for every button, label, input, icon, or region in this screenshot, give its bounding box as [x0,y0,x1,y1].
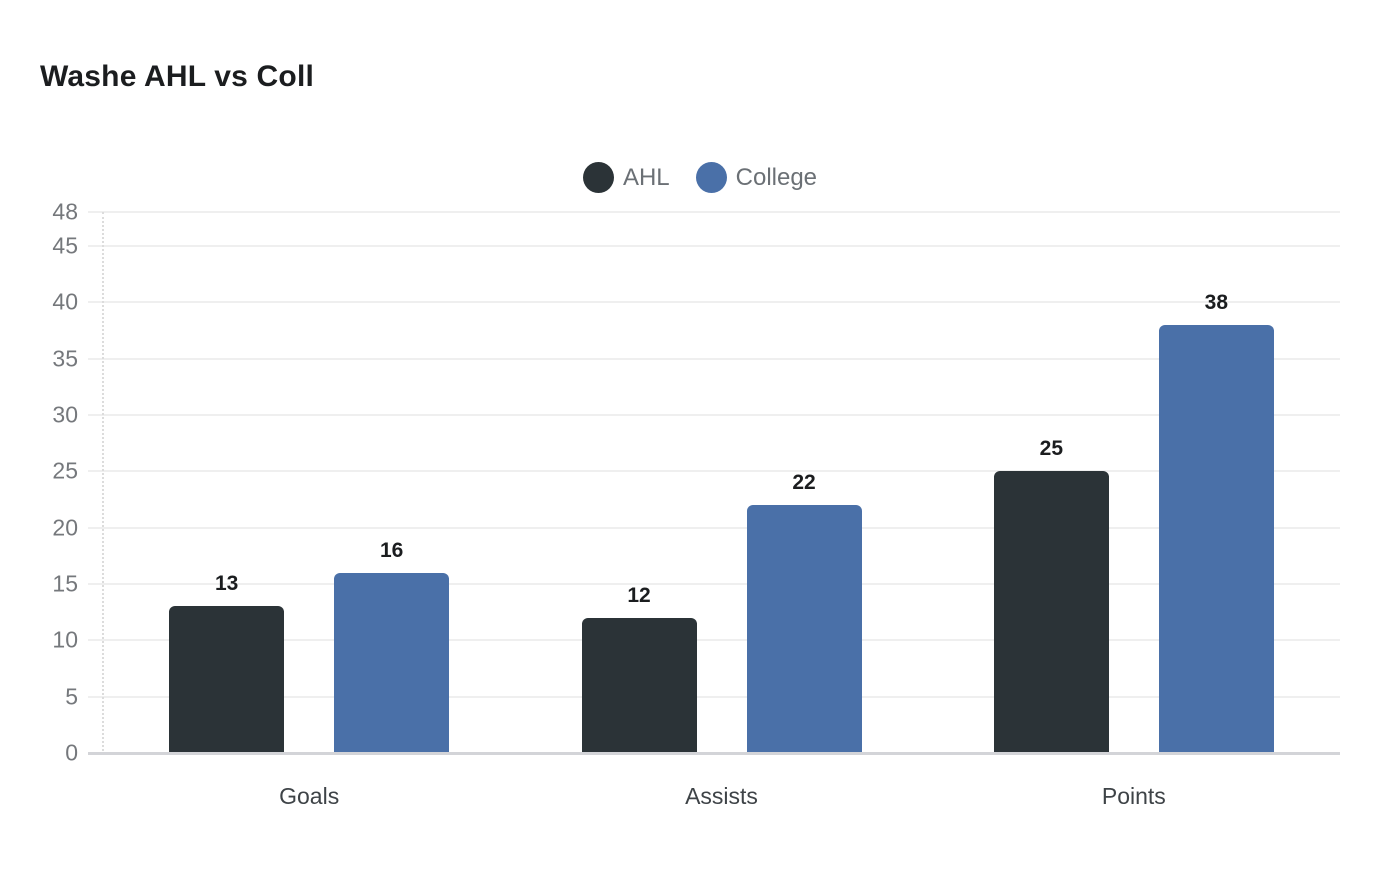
legend-swatch-college-icon [695,162,727,193]
gridline [88,695,1340,698]
bar-value-label: 25 [1039,437,1064,461]
bar-value-label: 13 [214,572,239,596]
y-tick-label: 35 [52,345,78,372]
legend-item-college[interactable]: College [695,162,818,193]
y-tick-label: 15 [52,570,78,597]
legend-label-ahl: AHL [622,163,670,191]
y-tick-label: 48 [52,198,78,225]
y-tick-label: 5 [65,683,78,710]
y-tick-label: 30 [52,401,78,428]
gridline [88,413,1340,416]
bar-college-goals[interactable] [334,572,450,752]
gridline [88,244,1340,247]
bar-value-label: 16 [379,538,404,562]
y-tick-label: 40 [52,288,78,315]
gridline [88,582,1340,585]
bar-value-label: 12 [627,583,651,607]
x-category-label-points: Points [1101,783,1166,809]
x-category-label-assists: Assists [685,783,758,809]
gridline [88,526,1340,529]
legend-swatch-ahl-icon [582,162,614,193]
legend-item-ahl[interactable]: AHL [582,162,670,193]
bar-value-label: 22 [792,471,816,495]
y-tick-label: 45 [52,232,78,259]
legend-label-college: College [735,163,818,191]
gridline [88,357,1340,360]
bar-college-assists[interactable] [746,505,862,752]
gridline [88,470,1340,473]
gridline [88,639,1340,642]
bar-college-points[interactable] [1158,324,1274,752]
x-axis-baseline [88,752,1340,755]
chart-title: Washe AHL vs Coll [40,60,315,93]
x-category-label-goals: Goals [279,783,340,809]
gridline [88,211,1340,213]
legend: AHL College [0,162,1400,193]
y-tick-label: 25 [52,457,78,484]
bar-ahl-assists[interactable] [581,617,697,752]
y-axis-line [102,212,104,755]
y-tick-label: 20 [52,514,78,541]
bar-ahl-points[interactable] [993,471,1109,752]
bar-ahl-goals[interactable] [169,606,285,752]
y-tick-label: 10 [52,626,78,653]
bar-value-label: 38 [1204,290,1229,314]
y-tick-label: 0 [65,739,78,766]
gridline [88,301,1340,304]
